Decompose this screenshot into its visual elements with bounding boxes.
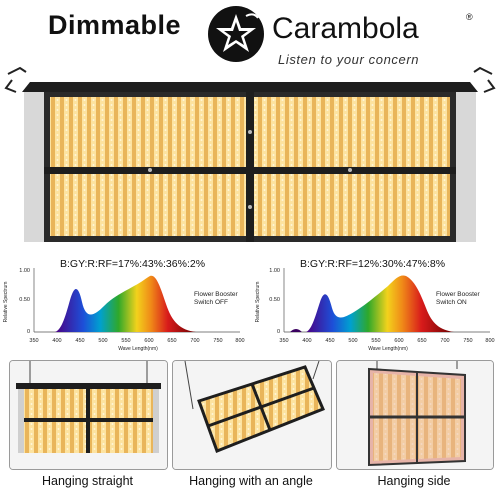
brand-name: Carambola [272, 12, 419, 45]
x-tick: 350 [279, 338, 288, 344]
caption-hanging-straight: Hanging straight [41, 474, 134, 488]
hanging-angle-illustration [173, 361, 331, 469]
photo-hanging-straight [9, 360, 168, 470]
right-hanger-icon [473, 66, 496, 93]
led-board-bottom-right [254, 174, 450, 236]
y-tick: 0.50 [19, 297, 30, 303]
left-hanger-icon [4, 66, 27, 93]
booster-label: Flower Booster [436, 291, 480, 298]
grow-light-panel-illustration [4, 66, 496, 242]
x-tick: 800 [485, 338, 494, 344]
registered-mark: ® [466, 12, 473, 22]
spectrum-left-booster: Flower Booster Switch OFF [194, 291, 238, 307]
booster-state: Switch ON [436, 299, 467, 306]
hanging-side-illustration [337, 361, 493, 469]
spectrum-curve-right [306, 275, 454, 332]
x-tick: 750 [213, 338, 222, 344]
x-tick: 600 [144, 338, 153, 344]
star-fruit-icon [216, 13, 259, 52]
x-tick: 700 [440, 338, 449, 344]
brand-tagline: Listen to your concern [278, 52, 420, 67]
left-bracket [24, 92, 46, 242]
led-board-top-right [254, 97, 450, 167]
y-axis-label: Relative Spectrum [255, 282, 261, 323]
booster-label: Flower Booster [194, 291, 238, 298]
x-tick: 600 [394, 338, 403, 344]
x-tick: 700 [190, 338, 199, 344]
uv-bump [290, 329, 302, 332]
caption-hanging-angle: Hanging with an angle [189, 474, 313, 488]
x-axis-label: Wave Length(nm) [118, 346, 158, 352]
booster-state: Switch OFF [194, 299, 228, 306]
right-bracket [454, 92, 476, 242]
x-tick: 550 [371, 338, 380, 344]
y-tick: 0 [277, 329, 280, 335]
photo-hanging-angle [172, 360, 332, 470]
spectrum-chart-right: Relative Spectrum 1.00 0.50 0 350 400 45… [255, 268, 495, 352]
x-tick: 800 [235, 338, 244, 344]
x-tick: 650 [417, 338, 426, 344]
center-bar [246, 92, 254, 242]
x-tick: 500 [98, 338, 107, 344]
spectrum-left-ratio: B:GY:R:RF=17%:43%:36%:2% [60, 258, 206, 270]
y-tick: 1.00 [19, 268, 30, 274]
caption-hanging-side: Hanging side [377, 474, 451, 488]
x-axis-label: Wave Length(nm) [368, 346, 408, 352]
x-tick: 500 [348, 338, 357, 344]
x-tick: 650 [167, 338, 176, 344]
x-tick: 400 [302, 338, 311, 344]
top-rail [22, 82, 478, 92]
x-tick: 450 [75, 338, 84, 344]
y-tick: 0 [27, 329, 30, 335]
y-axis-label: Relative Spectrum [3, 282, 9, 323]
spectrum-chart-left: Relative Spectrum 1.00 0.50 0 350 400 45… [3, 268, 245, 352]
x-tick: 400 [52, 338, 61, 344]
spectrum-right-ratio: B:GY:R:RF=12%:30%:47%:8% [300, 258, 446, 270]
y-tick: 1.00 [269, 268, 280, 274]
x-tick: 550 [121, 338, 130, 344]
carambola-star-logo [208, 6, 264, 62]
led-board-bottom-left [50, 174, 246, 236]
spectrum-curve-left [55, 275, 196, 332]
photo-hanging-side [336, 360, 494, 470]
hanging-straight-illustration [10, 361, 167, 469]
x-tick: 450 [325, 338, 334, 344]
x-tick: 350 [29, 338, 38, 344]
y-tick: 0.50 [269, 297, 280, 303]
led-board-top-left [50, 97, 246, 167]
spectrum-right-booster: Flower Booster Switch ON [436, 291, 480, 307]
x-tick: 750 [463, 338, 472, 344]
dimmable-heading: Dimmable [48, 10, 182, 40]
